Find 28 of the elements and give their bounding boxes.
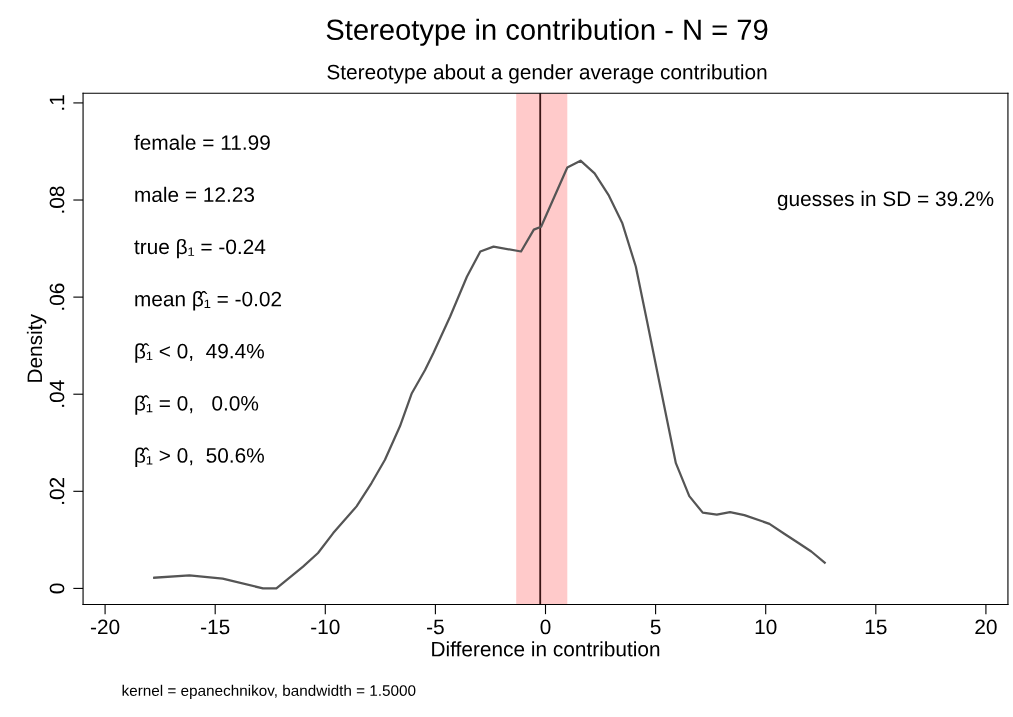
y-tick-label: 0 [49, 583, 65, 594]
x-tick-label: 0 [540, 619, 551, 635]
chart-title: Stereotype in contribution - N = 79 [326, 18, 768, 46]
x-tick-label: 15 [865, 619, 887, 635]
annotation: guesses in SD = 39.2% [777, 190, 994, 211]
x-tick-label: -20 [90, 619, 120, 635]
annotation: true β₁ = -0.24 [134, 238, 266, 259]
x-tick-label: -10 [311, 619, 340, 635]
x-tick-label: -15 [201, 619, 230, 635]
y-tick-label: .04 [49, 380, 65, 407]
x-tick-label: -5 [427, 619, 444, 635]
x-axis-title: Difference in contribution [432, 641, 660, 657]
annotation: β̂₁ = 0, 0.0% [135, 395, 259, 415]
y-tick-label: .1 [49, 95, 65, 110]
x-tick-label: 20 [975, 619, 997, 635]
annotation: β̂₁ < 0, 49.4% [135, 343, 264, 363]
y-tick-label: .06 [49, 283, 65, 310]
annotation: female = 11.99 [134, 134, 270, 150]
chart-subtitle: Stereotype about a gender average contribution [327, 64, 767, 84]
annotation: male = 12.23 [135, 186, 255, 203]
y-tick-label: .02 [49, 477, 65, 504]
y-tick-label: .08 [49, 186, 65, 213]
x-tick-label: 10 [755, 619, 777, 635]
annotation: mean β̂₁ = -0.02 [135, 291, 282, 311]
y-axis-title: Density [26, 314, 47, 382]
x-tick-label: 5 [650, 619, 661, 635]
annotation: β̂₁ > 0, 50.6% [135, 447, 264, 467]
text: kernel = epanechnikov, bandwidth = 1.5000 [122, 684, 416, 700]
